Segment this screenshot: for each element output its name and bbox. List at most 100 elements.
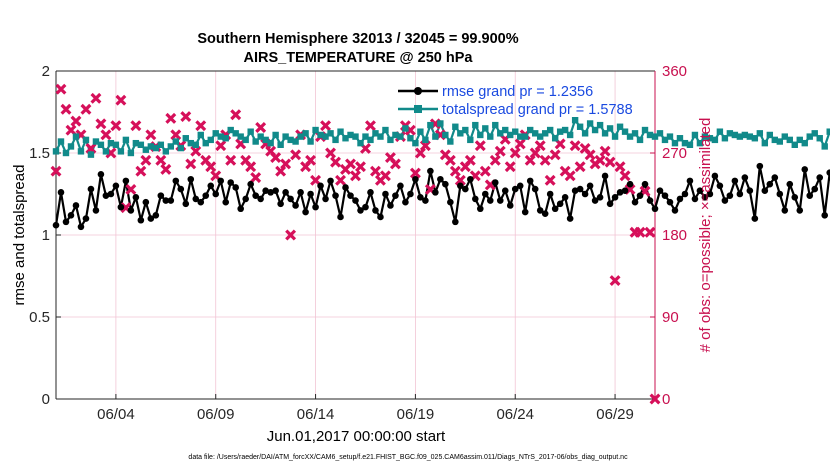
rmse-point [501, 187, 509, 195]
totalspread-point [711, 136, 719, 144]
rmse-point [646, 197, 654, 204]
totalspread-point [302, 130, 309, 137]
rmse-point [796, 207, 804, 214]
totalspread-point [522, 133, 529, 140]
legend-totalspread-label: totalspread grand pr = 1.5788 [442, 102, 633, 118]
rmse-point [307, 190, 314, 198]
totalspread-point [257, 133, 264, 140]
obs-count-point [524, 154, 536, 166]
totalspread-point [806, 133, 813, 140]
totalspread-point [312, 126, 319, 134]
totalspread-point [601, 130, 609, 137]
rmse-point [82, 215, 90, 222]
totalspread-point [487, 133, 494, 140]
rmse-point [806, 192, 814, 199]
obs-count-point [569, 140, 581, 152]
obs-count-point [205, 161, 217, 173]
obs-count-point [250, 172, 262, 184]
obs-count-point [584, 149, 596, 161]
rmse-point [791, 193, 799, 201]
totalspread-point [197, 131, 204, 139]
obs-count-point [350, 170, 361, 182]
chart-title-line-2: AIRS_TEMPERATURE @ 250 hPa [243, 50, 473, 66]
legend: rmse grand pr = 1.2356 totalspread grand… [398, 84, 633, 118]
rmse-point [596, 193, 604, 201]
rmse-point [462, 185, 469, 193]
obs-count-point [55, 83, 67, 95]
totalspread-point [262, 136, 269, 144]
totalspread-point [317, 131, 324, 139]
rmse-point [472, 195, 479, 203]
obs-count-point [275, 165, 287, 177]
totalspread-point [766, 131, 774, 139]
axes: 0 0.5 1 1.5 2 0 90 180 270 360 06/04 06/09 06/14 06/1… [29, 63, 687, 423]
rmse-point [731, 177, 739, 185]
obs-count-point [614, 161, 626, 173]
obs-count-point [50, 165, 62, 177]
rmse-point [736, 190, 744, 198]
rmse-point [457, 182, 464, 190]
totalspread-point [237, 133, 244, 140]
totalspread-point [337, 128, 344, 135]
obs-count-point [170, 129, 182, 141]
rmse-point [122, 177, 130, 185]
totalspread-point [576, 123, 584, 130]
rmse-point [561, 193, 569, 201]
obs-count-point [210, 170, 222, 182]
rmse-point [262, 187, 269, 195]
totalspread-point [442, 131, 449, 139]
totalspread-point [691, 131, 699, 139]
obs-count-point [644, 226, 656, 238]
totalspread-point [382, 126, 389, 134]
totalspread-point [701, 133, 709, 140]
totalspread-point [611, 133, 619, 140]
totalspread-point [297, 133, 304, 140]
y-tick-label-right: 270 [662, 145, 687, 162]
totalspread-point [167, 143, 175, 150]
obs-count-point [65, 124, 77, 136]
totalspread-point [452, 123, 459, 130]
rmse-point [601, 172, 609, 180]
obs-count-point [609, 275, 621, 287]
y-tick-label-right: 0 [662, 391, 670, 408]
totalspread-point [596, 121, 604, 129]
totalspread-point [402, 125, 409, 132]
obs-count-point [255, 122, 267, 133]
rmse-point [197, 198, 205, 206]
totalspread-point [82, 136, 90, 144]
rmse-point [372, 207, 379, 214]
totalspread-point [786, 136, 793, 144]
rmse-point [656, 187, 664, 195]
totalspread-point [142, 146, 150, 153]
obs-count-point [494, 145, 506, 157]
totalspread-point [551, 135, 559, 142]
totalspread-point [322, 133, 329, 140]
obs-count-point [195, 120, 207, 132]
totalspread-point [502, 126, 509, 134]
rmse-point [152, 212, 160, 219]
rmse-point [107, 190, 115, 198]
rmse-point [691, 195, 699, 203]
rmse-point [402, 198, 409, 206]
rmse-point [671, 207, 679, 214]
totalspread-point [57, 138, 65, 145]
y-axis-label-right: # of obs: o=possible; ×=assimilated [697, 118, 714, 353]
rmse-point [272, 187, 279, 195]
totalspread-point [407, 135, 414, 142]
totalspread-point [202, 139, 209, 147]
totalspread-point [472, 121, 479, 129]
obs-count-point [230, 109, 242, 121]
rmse-point [581, 190, 589, 198]
totalspread-point [162, 148, 170, 155]
totalspread-point [447, 138, 454, 145]
totalspread-point [716, 128, 724, 135]
totalspread-point [482, 125, 489, 132]
rmse-point [611, 193, 619, 201]
totalspread-point [681, 139, 689, 147]
obs-count-point [574, 161, 586, 173]
totalspread-point [651, 133, 659, 140]
rmse-point [62, 218, 70, 226]
totalspread-point [207, 136, 214, 144]
rmse-point [117, 203, 125, 211]
totalspread-point [761, 139, 769, 147]
